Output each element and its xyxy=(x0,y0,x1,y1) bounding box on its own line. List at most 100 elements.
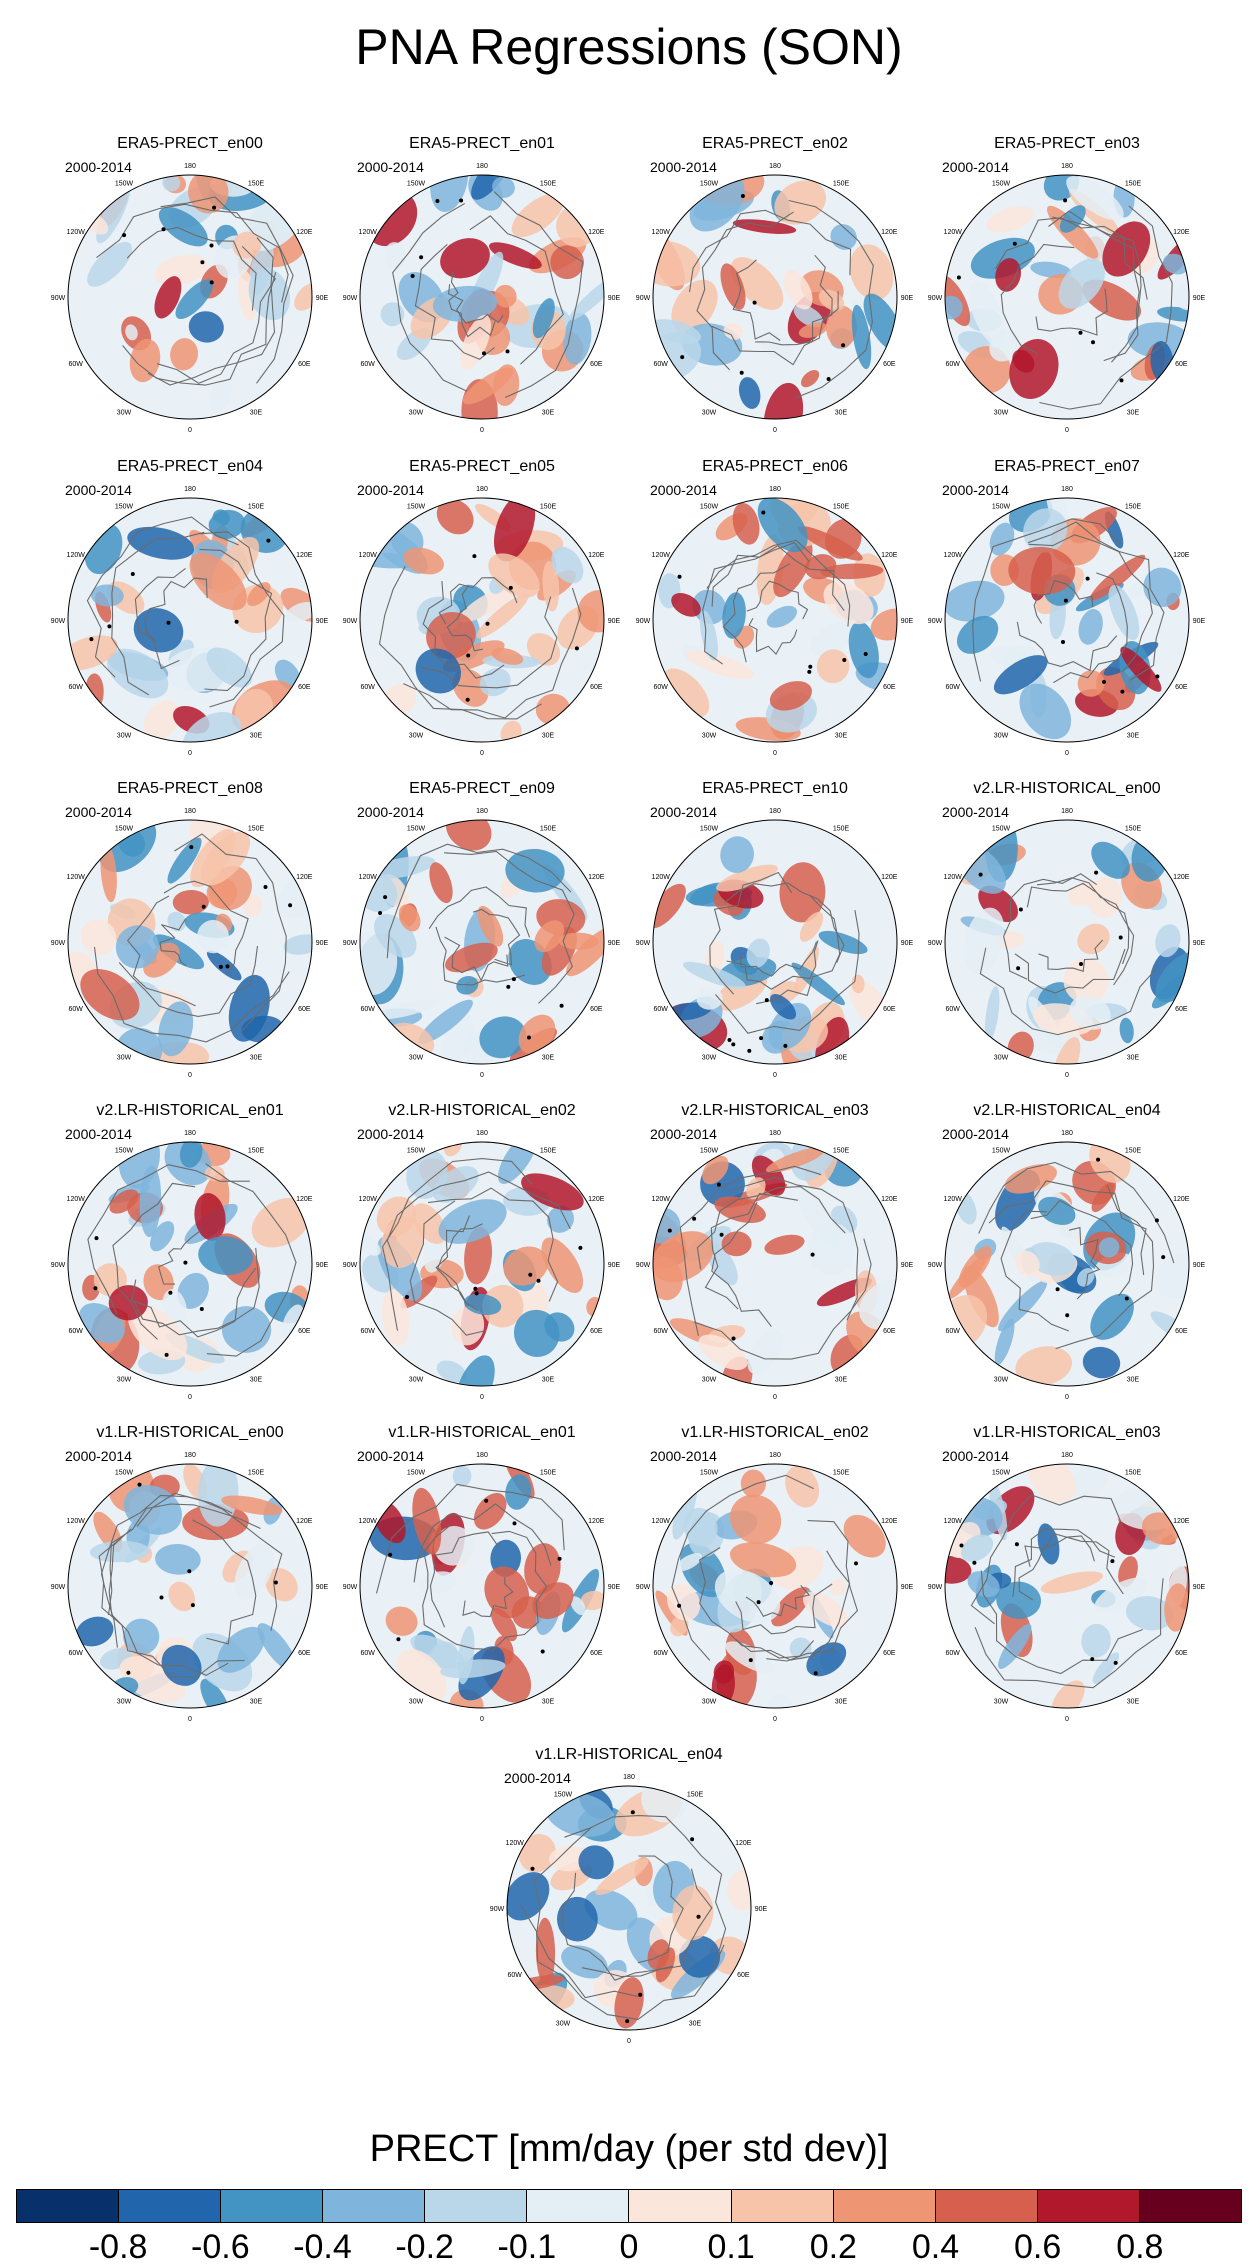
significance-dot xyxy=(677,1603,682,1608)
coastline-contour xyxy=(728,1176,859,1321)
longitude-label: 180 xyxy=(184,486,196,493)
longitude-label: 120E xyxy=(1173,874,1190,881)
significance-dot xyxy=(1014,1542,1019,1547)
longitude-label: 30E xyxy=(542,1698,555,1705)
longitude-label: 30W xyxy=(409,732,424,739)
panel-period: 2000-2014 xyxy=(65,159,132,175)
map-panel: v1.LR-HISTORICAL_en00 2000-2014 180 150E 120… xyxy=(45,1424,335,1734)
coastline-contour xyxy=(156,246,277,384)
longitude-label: 30W xyxy=(994,409,1009,416)
anomaly-blob xyxy=(471,175,510,200)
longitude-label: 60W xyxy=(945,1650,960,1657)
coastline-contour xyxy=(735,1583,833,1635)
significance-dot xyxy=(107,624,112,629)
longitude-label: 0 xyxy=(773,1072,777,1079)
significance-dot xyxy=(234,619,239,624)
anomaly-blob xyxy=(89,1540,150,1563)
longitude-label: 0 xyxy=(773,750,777,757)
anomaly-field xyxy=(945,1464,1189,1708)
panel-title: v2.LR-HISTORICAL_en02 xyxy=(388,1102,576,1119)
significance-dot xyxy=(1055,1287,1060,1292)
anomaly-blob xyxy=(432,285,498,322)
coastline-contour xyxy=(378,566,542,720)
map-panel: v1.LR-HISTORICAL_en02 2000-2014 180 150E 120… xyxy=(630,1424,920,1734)
longitude-label: 120W xyxy=(67,229,86,236)
anomaly-field xyxy=(360,1464,604,1708)
longitude-label: 60E xyxy=(590,361,603,368)
longitude-label: 150E xyxy=(540,1470,557,1477)
significance-dot xyxy=(89,637,94,642)
anomaly-blob xyxy=(80,919,117,956)
significance-dot xyxy=(764,998,769,1003)
panel-period: 2000-2014 xyxy=(65,482,132,498)
panel-grid: ERA5-PRECT_en00 2000-2014 180 150E 120E 90E 60… xyxy=(45,135,1206,2045)
significance-dot xyxy=(190,1603,195,1608)
longitude-label: 120E xyxy=(296,1196,313,1203)
coastline-contour xyxy=(637,1855,684,1964)
longitude-label: 30E xyxy=(542,732,555,739)
anomaly-blob xyxy=(188,311,224,343)
longitude-label: 180 xyxy=(623,1774,635,1781)
longitude-label: 60W xyxy=(507,1972,522,1979)
longitude-label: 90W xyxy=(343,618,358,625)
anomaly-blob xyxy=(851,304,872,370)
longitude-label: 150E xyxy=(248,181,265,188)
significance-dot xyxy=(747,1048,752,1053)
anomaly-blob xyxy=(445,820,492,851)
map-border xyxy=(652,1141,898,1387)
anomaly-blob xyxy=(760,332,794,362)
longitude-label: 150W xyxy=(407,1148,426,1155)
anomaly-blob xyxy=(479,1016,527,1059)
anomaly-blob xyxy=(653,240,701,287)
significance-dot xyxy=(266,538,271,543)
anomaly-blob xyxy=(550,245,584,280)
panel-period: 2000-2014 xyxy=(65,804,132,820)
significance-dot xyxy=(530,1866,535,1871)
longitude-label: 30E xyxy=(1127,1698,1140,1705)
coastline-contour xyxy=(98,1538,245,1678)
anomaly-blob xyxy=(452,1465,472,1487)
anomaly-field xyxy=(360,175,604,419)
coastline-contour xyxy=(199,548,273,692)
anomaly-blob xyxy=(578,1845,614,1880)
longitude-label: 30W xyxy=(702,1054,717,1061)
longitude-label: 90E xyxy=(316,1584,329,1591)
anomaly-blob xyxy=(440,238,490,279)
anomaly-blob xyxy=(149,1221,175,1252)
coastline-contour xyxy=(732,259,781,341)
panel-title: ERA5-PRECT_en01 xyxy=(409,135,555,152)
significance-dot xyxy=(854,1561,858,1566)
panel-period: 2000-2014 xyxy=(65,1126,132,1142)
map-border xyxy=(67,1463,313,1709)
longitude-label: 60E xyxy=(298,1328,311,1335)
anomaly-blob xyxy=(162,175,181,192)
anomaly-blob xyxy=(1063,958,1109,1004)
coastline-contour xyxy=(422,580,505,679)
coastline-contour xyxy=(988,1180,1147,1276)
coastline-contour xyxy=(711,1201,772,1327)
anomaly-blob xyxy=(569,275,604,321)
longitude-label: 60W xyxy=(945,361,960,368)
longitude-label: 0 xyxy=(1065,1394,1069,1401)
coastline-contour xyxy=(970,1494,1124,1625)
anomaly-blob xyxy=(783,270,813,310)
longitude-label: 150E xyxy=(833,826,850,833)
coastline-contour xyxy=(160,196,294,384)
anomaly-blob xyxy=(1082,1346,1121,1379)
anomaly-field xyxy=(68,175,312,419)
anomaly-field xyxy=(653,175,897,419)
anomaly-blob xyxy=(251,1197,311,1248)
longitude-label: 60E xyxy=(883,1006,896,1013)
longitude-label: 0 xyxy=(773,1716,777,1723)
coastline-contour xyxy=(392,203,468,392)
significance-dot xyxy=(474,1291,479,1296)
map-border xyxy=(67,1141,313,1387)
coastline-contour xyxy=(375,1483,565,1594)
map-panel: ERA5-PRECT_en10 2000-2014 180 150E 120E 90E 60… xyxy=(630,780,920,1090)
colorbar-tick-label: -0.4 xyxy=(293,2228,352,2266)
coastline-contour xyxy=(448,270,496,338)
anomaly-blob xyxy=(172,889,209,915)
coastline-contour xyxy=(472,908,521,966)
coastline-contour xyxy=(462,1577,514,1618)
anomaly-blob xyxy=(385,1606,418,1636)
